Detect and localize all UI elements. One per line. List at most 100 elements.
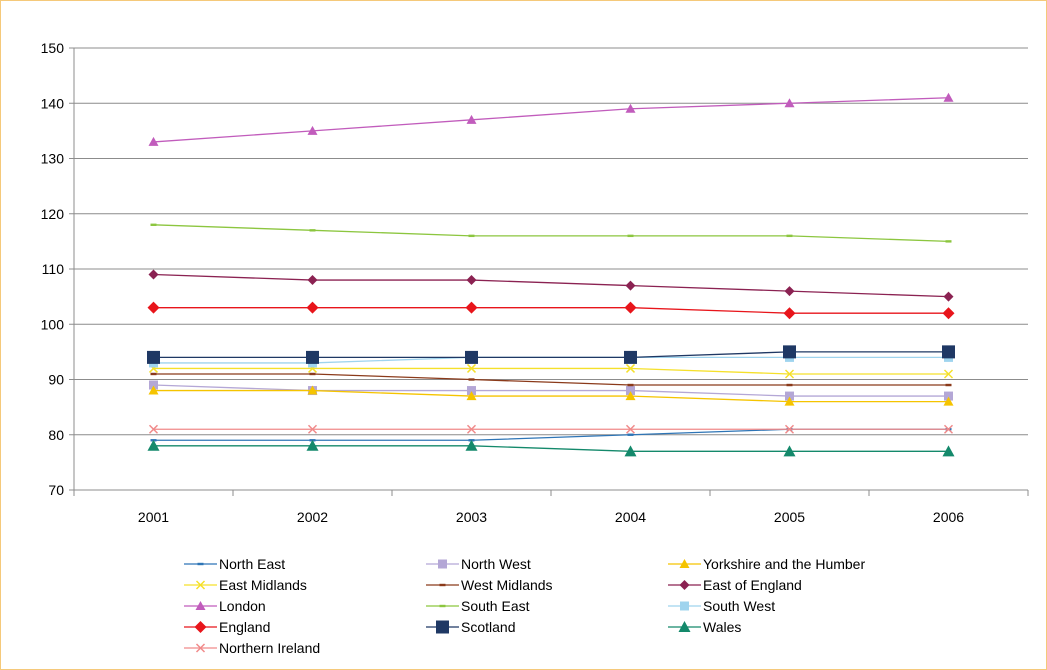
data-point (624, 301, 637, 314)
series-line (153, 224, 949, 243)
series-line (153, 367, 949, 375)
legend-label: England (219, 619, 270, 635)
series-east-of-england (148, 269, 954, 302)
legend-label: North West (461, 556, 531, 572)
data-point (466, 275, 477, 286)
data-point (466, 391, 477, 401)
data-point (625, 391, 636, 401)
data-point (942, 345, 955, 359)
x-tick-label: 2002 (297, 509, 328, 525)
data-point (439, 583, 446, 587)
data-point (942, 445, 955, 457)
series-line (153, 273, 949, 298)
legend: North East North West Yorkshire and the Hu… (184, 556, 865, 656)
data-point (147, 350, 160, 364)
data-point-stroke (148, 424, 159, 434)
data-point-stroke (943, 369, 954, 379)
data-point-stroke (466, 363, 477, 373)
data-point (307, 424, 318, 434)
series-line (153, 351, 949, 359)
data-point (148, 385, 159, 395)
data-point (307, 275, 318, 286)
legend-item: North West (426, 556, 531, 572)
data-point (466, 363, 477, 373)
data-point (306, 439, 319, 451)
legend-item: South East (426, 598, 530, 614)
legend-item: North East (184, 556, 285, 572)
data-point (625, 280, 636, 291)
y-tick-label: 150 (41, 40, 65, 56)
series-england (147, 301, 955, 320)
legend-label: West Midlands (461, 577, 553, 593)
y-tick-label: 100 (41, 316, 65, 332)
data-point (784, 98, 795, 108)
data-point-stroke (943, 424, 954, 434)
data-point (148, 269, 159, 280)
x-tick-label: 2006 (933, 509, 964, 525)
data-point (468, 234, 475, 238)
data-point (679, 559, 690, 568)
series-line (153, 356, 949, 364)
legend-label: South East (461, 598, 530, 614)
data-point (945, 240, 952, 243)
axes: 70 80 90 100 110 120 130 140 150 2001 2002 2003 2004… (41, 40, 1029, 525)
series-wales (147, 439, 955, 457)
legend-label: Wales (703, 619, 741, 635)
series-west-midlands (150, 372, 952, 387)
legend-item: Wales (668, 619, 741, 635)
data-point-stroke (195, 580, 206, 590)
data-point (627, 433, 634, 436)
data-point-stroke (625, 424, 636, 434)
series-line (153, 389, 949, 403)
data-point-stroke (466, 424, 477, 434)
data-point-stroke (784, 369, 795, 379)
data-point (784, 369, 795, 379)
data-point (466, 114, 477, 124)
data-point (625, 424, 636, 434)
data-point (468, 378, 475, 381)
data-point (943, 424, 954, 434)
series-south-east (150, 223, 952, 243)
data-point (784, 286, 795, 297)
legend-item: West Midlands (426, 577, 553, 593)
legend-item: Scotland (426, 619, 515, 635)
y-tick-label: 110 (42, 261, 65, 277)
data-point (466, 424, 477, 434)
data-point (783, 345, 796, 359)
series-london (148, 92, 954, 146)
data-point (943, 291, 954, 302)
data-point (306, 350, 319, 364)
series-line (153, 445, 949, 452)
data-point-stroke (784, 424, 795, 434)
data-point (148, 136, 159, 146)
data-point (943, 369, 954, 379)
series-south-west (149, 352, 953, 368)
legend-item: East Midlands (184, 577, 307, 593)
legend-label: Northern Ireland (219, 640, 320, 656)
grid-lines (74, 47, 1028, 491)
data-point (439, 604, 446, 608)
series-yorkshire-and-the-humber (148, 385, 954, 406)
data-point (680, 601, 689, 611)
legend-label: South West (703, 598, 775, 614)
legend-label: London (219, 598, 266, 614)
x-tick-label: 2001 (138, 509, 169, 525)
data-point (307, 125, 318, 135)
legend-item: East of England (668, 577, 802, 593)
data-point (147, 301, 160, 314)
data-point (150, 223, 157, 226)
y-tick-label: 90 (48, 372, 64, 388)
legend-item: Yorkshire and the Humber (668, 556, 865, 572)
data-point (786, 383, 793, 387)
data-point (465, 350, 478, 364)
y-tick-label: 70 (48, 482, 64, 498)
legend-label: Yorkshire and the Humber (703, 556, 865, 572)
data-point (309, 229, 316, 232)
data-point (783, 445, 796, 457)
data-point (436, 620, 449, 634)
series-line (153, 97, 949, 143)
series-line (153, 384, 949, 397)
data-point (786, 234, 793, 238)
